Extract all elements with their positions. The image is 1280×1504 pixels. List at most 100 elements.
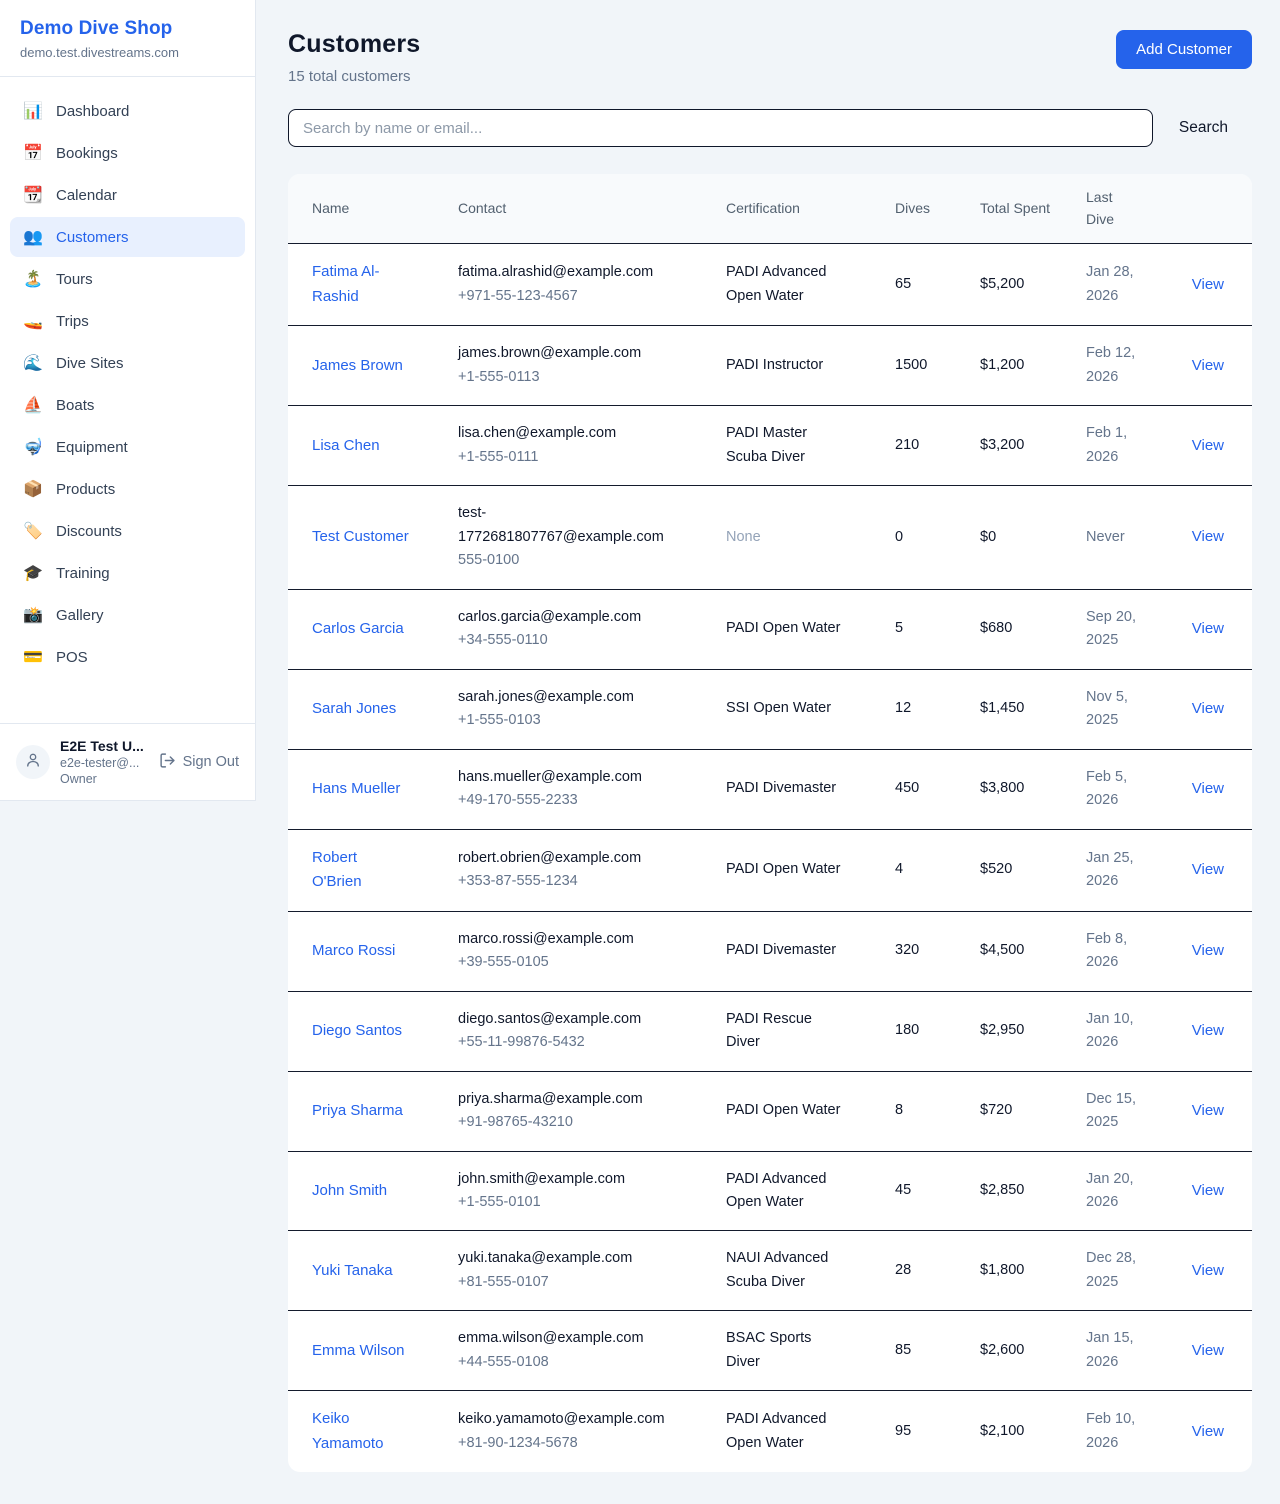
add-customer-button[interactable]: Add Customer bbox=[1116, 30, 1252, 69]
sign-out-button[interactable]: Sign Out bbox=[159, 752, 239, 773]
column-header-certification: Certification bbox=[726, 199, 800, 216]
customer-email: james.brown@example.com bbox=[458, 345, 642, 362]
total-spent-cell: $3,800 bbox=[980, 780, 1025, 797]
customer-name-link[interactable]: Yuki Tanaka bbox=[312, 1261, 393, 1279]
customer-name-link[interactable]: Sarah Jones bbox=[312, 699, 397, 717]
view-link[interactable]: View bbox=[1191, 1341, 1224, 1359]
dives-cell: 12 bbox=[895, 700, 912, 717]
sidebar-item-gallery[interactable]: 📸 Gallery bbox=[10, 595, 245, 635]
view-link[interactable]: View bbox=[1191, 779, 1224, 797]
table-row: John Smith john.smith@example.com +1-555-0… bbox=[288, 1151, 1252, 1231]
customer-name-link[interactable]: Test Customer bbox=[312, 528, 409, 546]
customer-name-link[interactable]: Keiko Yamamoto bbox=[312, 1410, 384, 1452]
dives-cell: 0 bbox=[895, 528, 904, 545]
action-cell: View bbox=[1180, 326, 1252, 406]
name-cell: Yuki Tanaka bbox=[288, 1231, 458, 1311]
customer-email: john.smith@example.com bbox=[458, 1170, 626, 1187]
last-dive-cell: Jan 15, 2026 bbox=[1086, 1330, 1134, 1370]
contact-cell: keiko.yamamoto@example.com +81-90-1234-56… bbox=[458, 1391, 726, 1472]
label-tag-icon: 🏷️ bbox=[23, 523, 43, 540]
view-link[interactable]: View bbox=[1191, 1261, 1224, 1279]
customer-name-link[interactable]: James Brown bbox=[312, 356, 403, 374]
action-cell: View bbox=[1180, 911, 1252, 991]
view-link[interactable]: View bbox=[1191, 699, 1224, 717]
customer-name-link[interactable]: John Smith bbox=[312, 1181, 388, 1199]
search-button[interactable]: Search bbox=[1153, 119, 1252, 137]
customer-email: priya.sharma@example.com bbox=[458, 1090, 643, 1107]
total-spent-cell: $0 bbox=[980, 528, 997, 545]
certification-cell: PADI Open Water bbox=[726, 620, 841, 637]
action-cell: View bbox=[1180, 1391, 1252, 1472]
view-link[interactable]: View bbox=[1191, 619, 1224, 637]
dives-cell: 210 bbox=[895, 437, 920, 454]
shop-domain: demo.test.divestreams.com bbox=[20, 45, 179, 60]
view-link[interactable]: View bbox=[1191, 1021, 1224, 1039]
sidebar-item-trips[interactable]: 🚤 Trips bbox=[10, 301, 245, 341]
action-cell: View bbox=[1180, 406, 1252, 486]
customer-phone: +1-555-0101 bbox=[458, 1194, 541, 1210]
last-dive-cell: Jan 25, 2026 bbox=[1086, 849, 1134, 890]
certification-cell: PADI Divemaster bbox=[726, 780, 837, 797]
total-spent-cell: $2,950 bbox=[980, 1022, 1025, 1039]
user-email: e2e-tester@... bbox=[60, 756, 140, 770]
customer-name-link[interactable]: Carlos Garcia bbox=[312, 619, 404, 637]
last-dive-cell: Sep 20, 2025 bbox=[1086, 608, 1136, 649]
view-link[interactable]: View bbox=[1191, 436, 1224, 454]
sidebar-item-dashboard[interactable]: 📊 Dashboard bbox=[10, 91, 245, 131]
table-row: Diego Santos diego.santos@example.com +55-… bbox=[288, 991, 1252, 1072]
customer-name-link[interactable]: Marco Rossi bbox=[312, 941, 396, 959]
view-link[interactable]: View bbox=[1191, 941, 1224, 959]
sidebar-item-bookings[interactable]: 📅 Bookings bbox=[10, 133, 245, 173]
sidebar: Demo Dive Shop demo.test.divestreams.com… bbox=[0, 0, 256, 801]
customer-name-link[interactable]: Hans Mueller bbox=[312, 779, 401, 797]
shop-title[interactable]: Demo Dive Shop bbox=[20, 18, 173, 39]
view-link[interactable]: View bbox=[1191, 1181, 1224, 1199]
customer-name-link[interactable]: Priya Sharma bbox=[312, 1101, 403, 1119]
sidebar-item-equipment[interactable]: 🤿 Equipment bbox=[10, 427, 245, 467]
sidebar-item-label: Gallery bbox=[56, 606, 104, 624]
total-spent-cell: $2,600 bbox=[980, 1342, 1025, 1359]
action-cell: View bbox=[1180, 244, 1252, 326]
customer-email: emma.wilson@example.com bbox=[458, 1330, 644, 1347]
dives-cell: 5 bbox=[895, 620, 904, 637]
action-cell: View bbox=[1180, 749, 1252, 829]
table-header-row: Name Contact Certification Dives Total Spent… bbox=[288, 174, 1252, 244]
island-icon: 🏝️ bbox=[23, 271, 43, 288]
sidebar-item-discounts[interactable]: 🏷️ Discounts bbox=[10, 511, 245, 551]
view-link[interactable]: View bbox=[1191, 356, 1224, 374]
column-header-dives: Dives bbox=[895, 199, 931, 216]
sidebar-item-calendar[interactable]: 📆 Calendar bbox=[10, 175, 245, 215]
sidebar-item-tours[interactable]: 🏝️ Tours bbox=[10, 259, 245, 299]
table-header: Name Contact Certification Dives Total Spent… bbox=[288, 174, 1252, 244]
view-link[interactable]: View bbox=[1191, 528, 1224, 546]
sidebar-item-dive-sites[interactable]: 🌊 Dive Sites bbox=[10, 343, 245, 383]
view-link[interactable]: View bbox=[1191, 1101, 1224, 1119]
view-link[interactable]: View bbox=[1191, 1422, 1224, 1440]
customer-name-link[interactable]: Diego Santos bbox=[312, 1021, 403, 1039]
customer-name-link[interactable]: Emma Wilson bbox=[312, 1341, 405, 1359]
view-link[interactable]: View bbox=[1191, 275, 1224, 293]
total-spent-cell: $2,100 bbox=[980, 1423, 1025, 1440]
total-spent-cell: $5,200 bbox=[980, 276, 1025, 293]
customer-name-link[interactable]: Lisa Chen bbox=[312, 436, 380, 454]
view-link[interactable]: View bbox=[1191, 860, 1224, 878]
sidebar-item-pos[interactable]: 💳 POS bbox=[10, 637, 245, 677]
package-icon: 📦 bbox=[23, 481, 43, 498]
action-cell: View bbox=[1180, 669, 1252, 749]
total-spent-cell: $720 bbox=[980, 1102, 1013, 1119]
search-input[interactable] bbox=[288, 109, 1153, 147]
sidebar-item-customers[interactable]: 👥 Customers bbox=[10, 217, 245, 257]
sidebar-item-boats[interactable]: ⛵ Boats bbox=[10, 385, 245, 425]
sidebar-item-training[interactable]: 🎓 Training bbox=[10, 553, 245, 593]
sidebar-item-label: POS bbox=[56, 648, 88, 666]
customer-name-link[interactable]: Fatima Al-Rashid bbox=[312, 263, 380, 305]
dives-cell: 180 bbox=[895, 1022, 920, 1039]
customer-name-link[interactable]: Robert O'Brien bbox=[312, 848, 362, 891]
action-cell: View bbox=[1180, 991, 1252, 1071]
total-spent-cell: $3,200 bbox=[980, 437, 1025, 454]
certification-cell: NAUI Advanced Scuba Diver bbox=[726, 1250, 829, 1290]
certification-cell: PADI Rescue Diver bbox=[726, 1010, 812, 1051]
sidebar-item-products[interactable]: 📦 Products bbox=[10, 469, 245, 509]
sidebar-item-label: Trips bbox=[56, 312, 89, 330]
last-dive-cell: Nov 5, 2025 bbox=[1086, 688, 1128, 729]
